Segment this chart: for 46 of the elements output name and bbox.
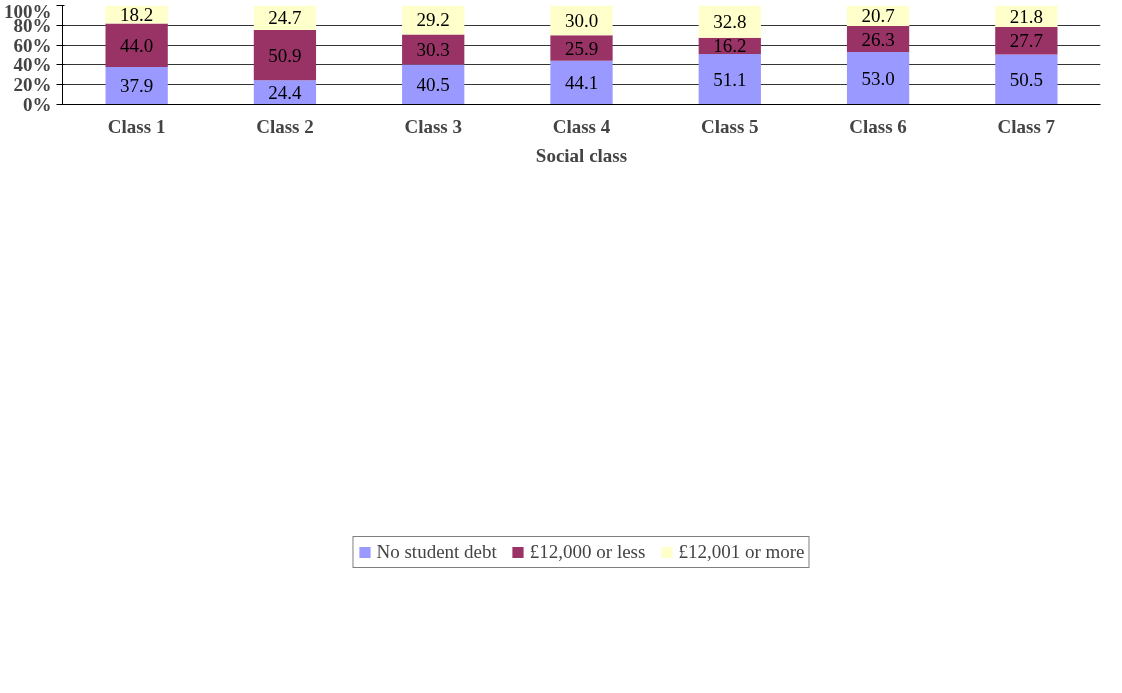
data-label: 24.7 — [268, 7, 302, 29]
y-tick-label: 20% — [13, 74, 52, 96]
bar — [105, 66, 168, 105]
bar — [105, 23, 168, 67]
bar — [995, 54, 1058, 105]
data-label: 40.5 — [416, 73, 450, 95]
x-tick-label: Class 1 — [107, 115, 166, 137]
data-label: 37.9 — [120, 75, 154, 97]
x-tick-label: Class 6 — [849, 115, 907, 137]
y-tick-label: 40% — [13, 54, 52, 76]
bar — [402, 64, 465, 105]
data-label: 20.7 — [861, 5, 895, 27]
x-tick-label: Class 3 — [404, 115, 462, 137]
legend-label: No student debt — [376, 540, 497, 563]
data-label: 25.9 — [564, 37, 599, 59]
data-label: 50.5 — [1009, 69, 1043, 90]
data-label: 27.7 — [1009, 30, 1043, 52]
data-label: 32.8 — [713, 11, 747, 33]
y-tick-label: 60% — [13, 34, 52, 56]
bar — [550, 60, 613, 105]
bar — [698, 53, 761, 105]
x-tick-label: Class 4 — [552, 115, 611, 137]
x-tick-label: Class 7 — [997, 115, 1056, 137]
data-label: 16.2 — [713, 35, 747, 57]
x-tick-label: Class 5 — [701, 115, 759, 137]
data-label: 50.9 — [268, 44, 302, 66]
data-label: 18.2 — [120, 3, 154, 25]
bar — [995, 27, 1058, 55]
data-label: 44.1 — [564, 72, 599, 94]
x-tick-label: Class 2 — [256, 115, 314, 137]
bar — [846, 52, 910, 105]
data-label: 24.4 — [268, 81, 303, 103]
data-label: 44.0 — [120, 34, 154, 56]
bar — [550, 35, 613, 61]
bar — [253, 29, 317, 81]
data-label: 26.3 — [861, 28, 895, 50]
data-label: 29.2 — [416, 9, 450, 31]
data-label: 30.3 — [416, 38, 450, 60]
data-label: 30.0 — [564, 9, 599, 31]
x-axis-title: Social class — [535, 144, 628, 166]
data-label: 51.1 — [713, 68, 747, 90]
data-label: 21.8 — [1009, 5, 1043, 27]
legend-label: £12,001 or more — [678, 540, 805, 563]
y-tick-label: 0% — [23, 94, 52, 115]
legend-label: £12,000 or less — [529, 540, 646, 563]
data-label: 53.0 — [861, 67, 895, 89]
